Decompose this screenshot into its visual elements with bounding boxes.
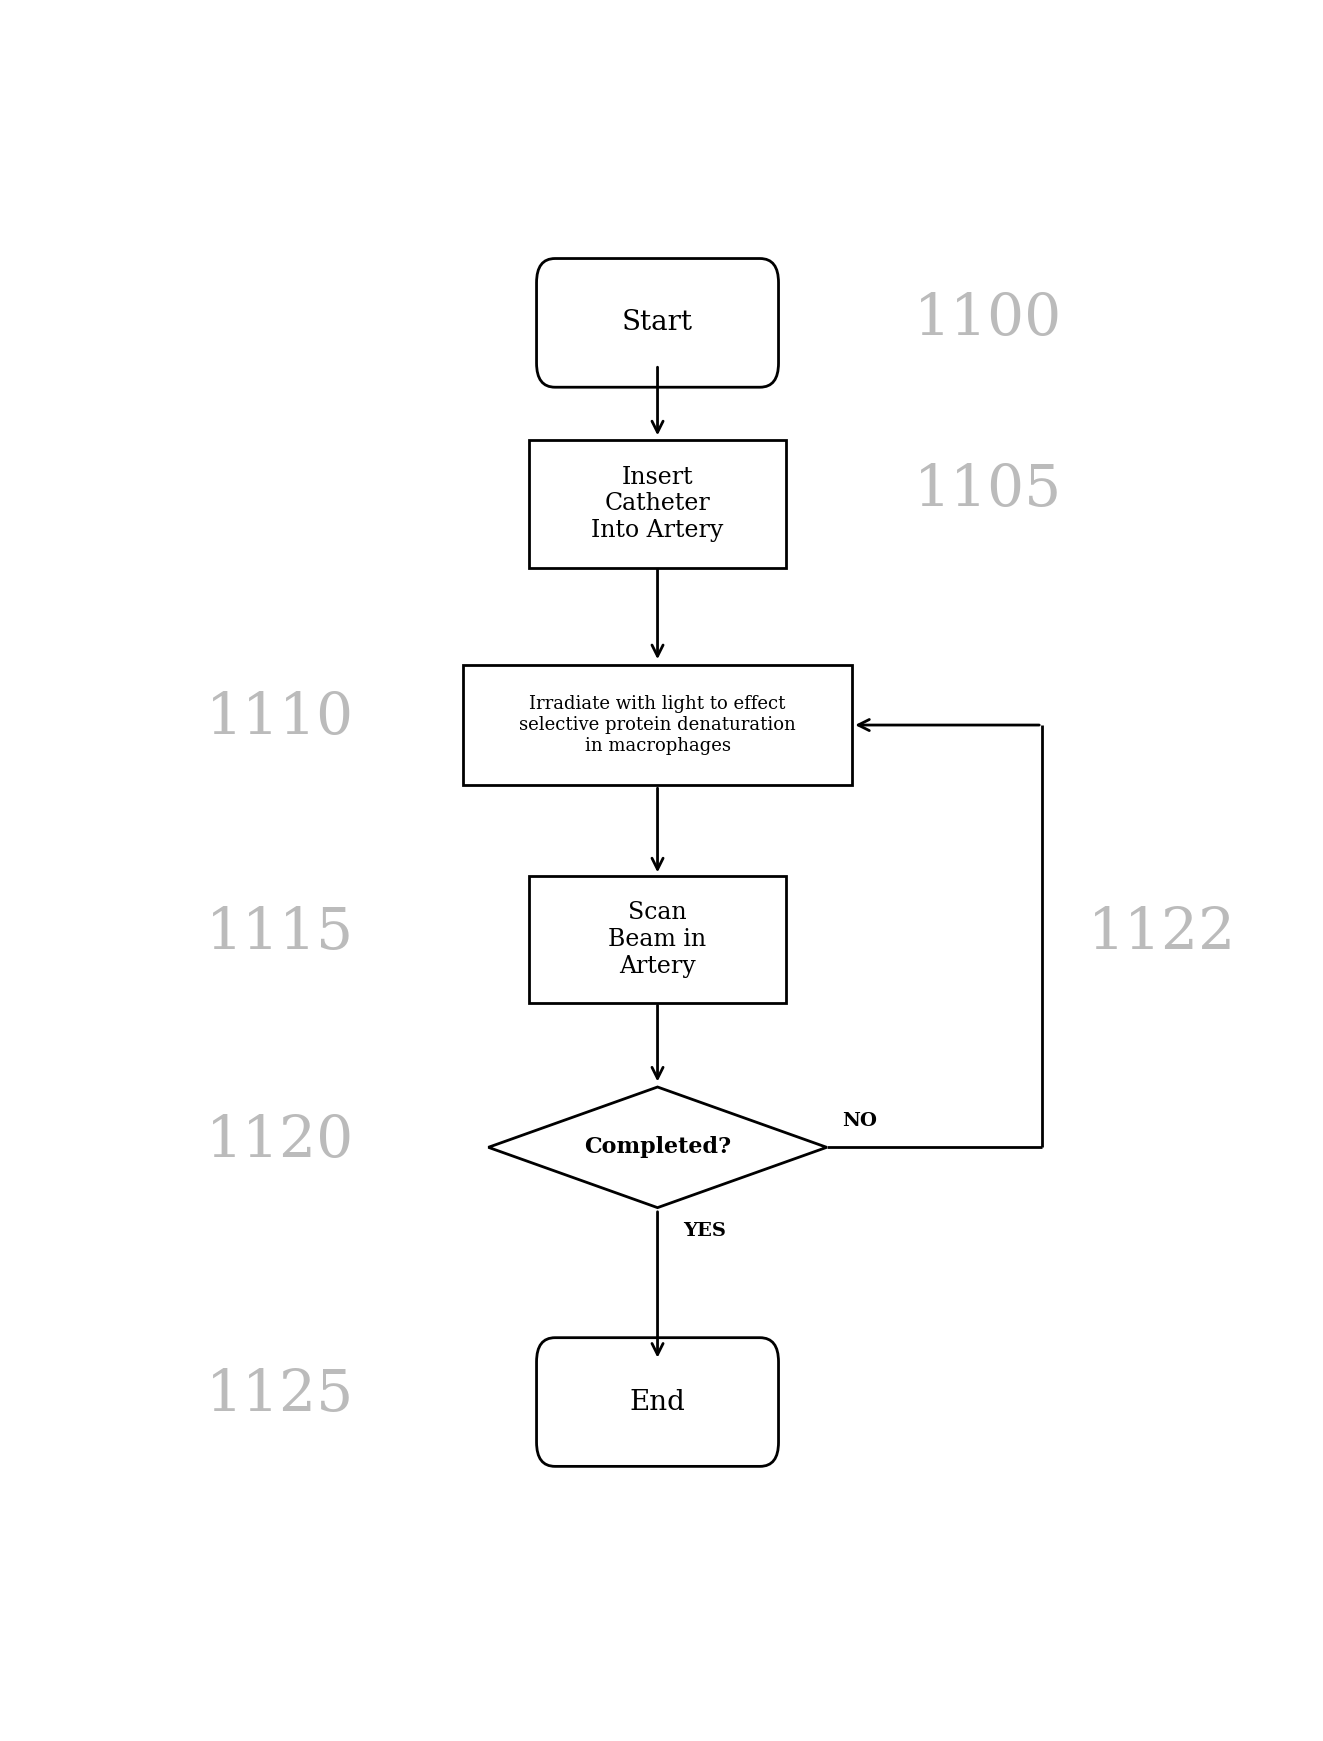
Text: Start: Start bbox=[622, 310, 693, 336]
Text: 1115: 1115 bbox=[206, 905, 355, 961]
Text: 1120: 1120 bbox=[206, 1112, 355, 1168]
Text: 1125: 1125 bbox=[206, 1367, 355, 1424]
Text: Irradiate with light to effect
selective protein denaturation
in macrophages: Irradiate with light to effect selective… bbox=[519, 695, 796, 756]
FancyBboxPatch shape bbox=[537, 258, 778, 387]
Text: Insert
Catheter
Into Artery: Insert Catheter Into Artery bbox=[591, 467, 724, 541]
Text: 1122: 1122 bbox=[1088, 905, 1237, 961]
FancyBboxPatch shape bbox=[537, 1337, 778, 1466]
Text: NO: NO bbox=[843, 1111, 877, 1130]
Bar bbox=[529, 440, 786, 568]
Text: Scan
Beam in
Artery: Scan Beam in Artery bbox=[609, 902, 706, 978]
Text: End: End bbox=[630, 1389, 685, 1415]
Polygon shape bbox=[488, 1086, 827, 1208]
Text: 1100: 1100 bbox=[914, 291, 1062, 346]
Text: 1105: 1105 bbox=[914, 463, 1062, 519]
Bar bbox=[463, 665, 852, 785]
Bar bbox=[529, 876, 786, 1003]
Text: YES: YES bbox=[683, 1222, 726, 1240]
Text: Completed?: Completed? bbox=[583, 1137, 732, 1158]
Text: 1110: 1110 bbox=[206, 691, 355, 747]
